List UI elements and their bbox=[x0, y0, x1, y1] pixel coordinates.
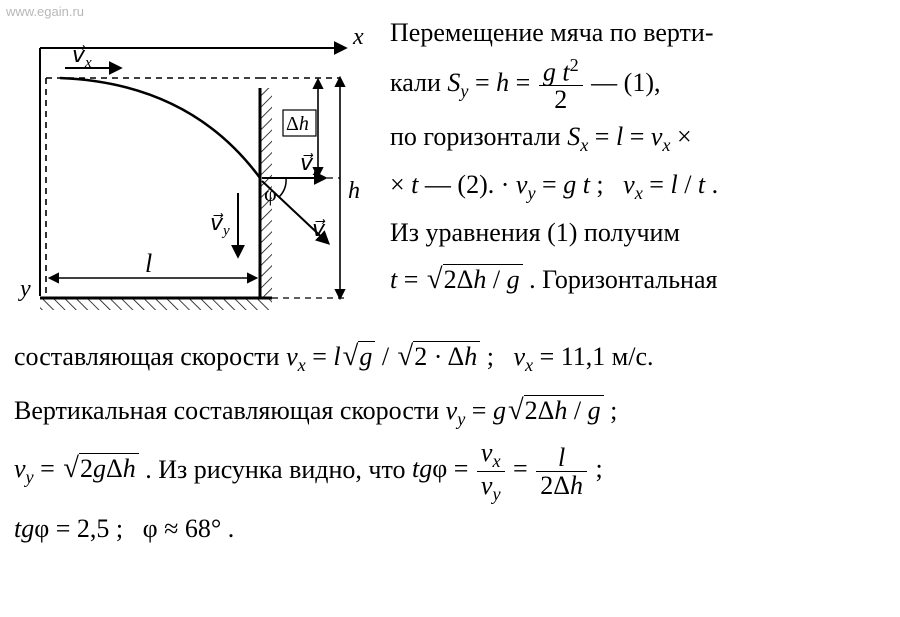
page: www.egain.ru x y bbox=[0, 0, 900, 617]
eq5: vy = g2Δh / g ; bbox=[446, 396, 618, 425]
p6a: . Из рисунка видно, что bbox=[145, 454, 412, 483]
x-axis-label: x bbox=[352, 24, 364, 50]
eq1: Sy = h = g t22 — (1), bbox=[447, 68, 660, 97]
vx-top-label: v⃗x bbox=[72, 42, 92, 71]
eq6: vy = 2gΔh bbox=[14, 454, 145, 483]
line6b: . Горизонтальная bbox=[529, 265, 717, 294]
eq8: tgφ = 2,5 ; φ ≈ 68° . bbox=[14, 514, 234, 543]
eq3: t = 2Δh / g bbox=[390, 265, 523, 294]
y-axis-label: y bbox=[18, 276, 31, 302]
watermark: www.egain.ru bbox=[6, 4, 84, 19]
physics-diagram: x y v⃗x v⃗x v⃗y bbox=[10, 18, 370, 318]
trajectory bbox=[60, 78, 260, 178]
eq7: tgφ = vxvy = l2Δh ; bbox=[412, 454, 603, 483]
l-label: l bbox=[145, 249, 152, 278]
eq2a: Sx = l = vx × bbox=[567, 122, 691, 151]
line5: Из уравнения (1) получим bbox=[390, 218, 680, 247]
eq2b: × t — (2). · vy = g t ; vx = l / t . bbox=[390, 170, 718, 199]
vy-label: v⃗y bbox=[210, 210, 230, 239]
text-right-column: Перемещение мяча по верти- кали Sy = h =… bbox=[390, 10, 882, 305]
eq4: vx = lg / 2 · Δh ; vx = 11,1 м/c. bbox=[286, 342, 653, 371]
line2-pre: кали bbox=[390, 68, 447, 97]
p5a: Вертикальная составляющая скорости bbox=[14, 396, 446, 425]
line1: Перемещение мяча по верти- bbox=[390, 18, 713, 47]
phi-label: φ bbox=[264, 181, 277, 206]
eq1-dash: — bbox=[591, 68, 624, 97]
line3a: по горизонтали bbox=[390, 122, 567, 151]
text-full-width: составляющая скорости vx = lg / 2 · Δh ;… bbox=[14, 330, 882, 554]
h-label: h bbox=[348, 178, 360, 204]
diagram-svg: x y v⃗x v⃗x v⃗y bbox=[10, 18, 370, 318]
floor-hatch bbox=[40, 298, 272, 310]
phi-arc bbox=[279, 178, 286, 197]
p4a: составляющая скорости bbox=[14, 342, 286, 371]
eq1-num: (1), bbox=[624, 60, 661, 106]
dh-label: Δh bbox=[286, 113, 309, 135]
vx-mid-label: v⃗x bbox=[300, 150, 320, 179]
v-label: v⃗ bbox=[312, 216, 326, 241]
